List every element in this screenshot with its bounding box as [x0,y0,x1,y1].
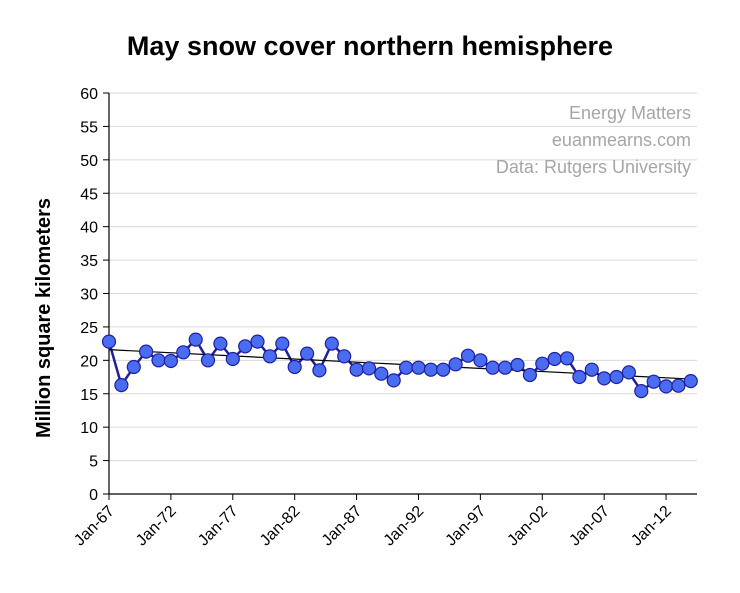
axes [108,93,697,495]
data-point-1967 [101,334,117,349]
y-tick-label: 50 [80,153,98,170]
x-tick-label: Jan-87 [319,503,366,550]
data-point-1978 [238,339,253,354]
data-point-1993 [423,362,438,377]
data-point-1989 [374,366,389,381]
data-point-2008 [609,369,624,385]
y-tick-label: 30 [80,287,98,304]
data-point-1972 [163,353,178,369]
data-point-1980 [262,349,277,364]
data-point-1979 [250,334,265,349]
data-point-2010 [634,384,649,399]
data-point-1969 [126,359,141,375]
data-point-2001 [522,367,538,383]
data-point-1985 [324,336,339,351]
data-point-1996 [460,348,476,363]
data-point-1992 [411,360,426,375]
y-tick-label: 45 [80,186,98,203]
data-point-1991 [399,360,414,375]
data-point-2002 [535,356,550,371]
y-tick-label: 5 [89,454,98,471]
data-point-1986 [337,349,352,364]
data-point-1977 [225,351,240,367]
data-point-2005 [572,369,587,385]
data-point-1987 [349,362,364,377]
data-point-1970 [139,344,154,359]
data-point-1983 [300,346,315,361]
y-tick-label: 35 [80,253,98,270]
x-tick-label: Jan-77 [195,503,242,550]
x-tick-label: Jan-97 [443,503,490,550]
data-point-2013 [671,378,686,393]
data-point-1975 [200,353,216,368]
data-point-2011 [646,374,661,389]
y-axis-label: Million square kilometers [33,198,55,438]
data-point-1994 [436,362,451,377]
data-point-2012 [658,379,674,394]
y-tick-label: 15 [80,387,98,404]
gridlines [109,92,697,462]
data-point-1997 [473,353,488,368]
y-tick-label: 20 [80,353,98,370]
y-tick-label: 60 [80,86,98,103]
data-point-2007 [597,371,612,386]
credit-line-2: euanmearns.com [552,130,691,150]
data-point-2000 [510,357,525,373]
data-point-1988 [361,361,377,376]
data-point-1981 [275,336,290,351]
credit-annotations: Energy Matters euanmearns.com Data: Rutg… [496,103,691,177]
data-point-1998 [485,360,500,375]
credit-line-3: Data: Rutgers University [496,157,691,177]
y-tick-labels: 0 5 10 15 20 25 30 35 40 45 50 55 60 [80,86,109,504]
data-point-1990 [386,373,401,388]
data-point-1976 [213,336,228,351]
data-point-1984 [312,363,327,378]
data-point-1974 [188,332,203,347]
data-point-2006 [584,362,599,377]
data-point-2003 [547,351,562,367]
data-point-1995 [448,357,463,372]
x-tick-label: Jan-72 [133,503,180,550]
y-tick-label: 10 [80,420,98,437]
credit-line-1: Energy Matters [569,103,691,123]
data-point-2009 [621,365,637,380]
x-tick-label: Jan-07 [566,503,613,550]
x-tick-label: Jan-82 [257,503,304,550]
data-point-1973 [176,345,191,360]
data-point-2014 [683,374,698,389]
y-tick-label: 25 [80,320,98,337]
data-point-1968 [114,378,129,393]
y-tick-label: 55 [80,119,98,136]
data-point-1971 [151,353,166,368]
series-markers [101,332,698,399]
data-point-1982 [287,359,302,375]
data-point-1999 [498,360,513,375]
x-tick-label: Jan-12 [628,503,675,550]
x-tick-label: Jan-02 [504,503,551,550]
y-tick-label: 0 [89,487,98,504]
x-tick-label: Jan-92 [381,503,428,550]
chart-title: May snow cover northern hemisphere [127,31,613,61]
data-point-2004 [559,351,575,366]
x-tick-labels: Jan-67 Jan-72 Jan-77 Jan-82 Jan-87 Jan-92 Jan-… [71,494,675,549]
y-tick-label: 40 [80,220,98,237]
x-tick-label: Jan-67 [71,503,118,550]
